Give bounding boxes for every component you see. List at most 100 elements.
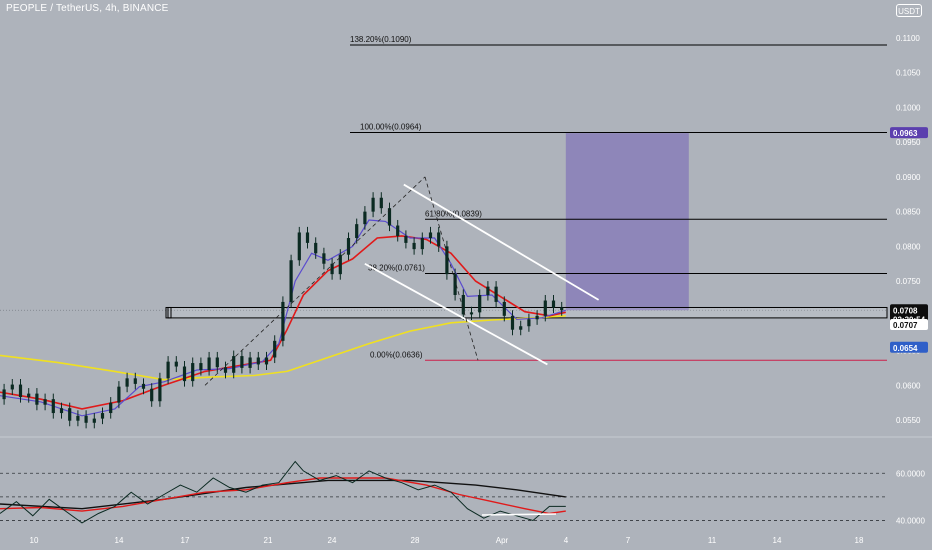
candle-body [322, 253, 326, 264]
oscillator-tick-label: 40.0000 [896, 517, 925, 526]
candle-body [174, 361, 178, 367]
candle-body [502, 301, 506, 316]
target-zone [565, 133, 689, 311]
date-tick-label: 18 [855, 536, 864, 545]
fib-level-label: 100.00%(0.0964) [360, 122, 422, 131]
date-tick-label: 14 [773, 536, 782, 545]
candle-body [371, 197, 375, 212]
candle-body [338, 254, 342, 275]
candle-body [404, 235, 408, 243]
time-axis: 10 14 17 21 24 28 Apr 4 7 11 14 18 [30, 536, 864, 545]
candle-body [494, 286, 498, 302]
price-tick-label: 0.0600 [896, 381, 921, 390]
candle-body [141, 383, 146, 389]
support-band-handle [165, 306, 172, 319]
candle-body [560, 307, 564, 311]
candle-body [527, 319, 531, 327]
candle-body [35, 393, 39, 405]
price-tick-label: 0.0900 [896, 173, 921, 182]
candle-body [346, 238, 351, 255]
candle-body [510, 315, 515, 330]
candle-body [420, 238, 424, 250]
candle-body [232, 356, 236, 373]
candle-body [215, 357, 219, 368]
candle-body [59, 408, 64, 414]
candle-body [469, 312, 474, 315]
date-tick-label: 24 [328, 536, 337, 545]
candle-body [125, 378, 129, 387]
price-tick-label: 0.1050 [896, 69, 921, 78]
candle-body [461, 294, 465, 315]
candle-body [264, 357, 269, 365]
candle-body [281, 301, 285, 341]
candle-body [256, 357, 260, 365]
candle-body [133, 378, 137, 384]
date-tick-label: 21 [264, 536, 273, 545]
candle-body [412, 242, 416, 250]
stop-price-tag-bg [890, 341, 928, 353]
candle-body [191, 363, 195, 382]
ema-slow-line [0, 315, 566, 381]
date-tick-label: 11 [708, 536, 717, 545]
date-tick-label: 17 [181, 536, 190, 545]
target-price-tag-bg [890, 127, 928, 139]
moving-averages [0, 219, 566, 417]
candle-body [158, 378, 162, 402]
drawings [204, 176, 600, 386]
oscillator-signal-line [0, 477, 566, 515]
channel-upper-line [403, 183, 600, 301]
oscillator-line [0, 460, 566, 524]
last-price-tag-label: 0.0708 [893, 306, 918, 315]
candle-body [207, 357, 211, 370]
price-axis: 0.1100 0.1050 0.1000 0.0950 0.0900 0.0850 0.08… [890, 34, 928, 526]
support-price-tag-label: 0.0707 [893, 321, 918, 330]
fib-level-label: 138.20%(0.1090) [350, 35, 412, 44]
candle-body [437, 232, 441, 247]
grid [0, 309, 932, 521]
candle-body [387, 208, 392, 226]
candle-body [273, 340, 277, 358]
target-price-tag-label: 0.0963 [893, 129, 918, 138]
oscillator-slow-line [0, 479, 566, 510]
stop-price-tag-label: 0.0654 [893, 344, 918, 353]
candle-body [2, 389, 6, 400]
price-tick-label: 0.0550 [896, 416, 921, 425]
ema-mid-line [0, 235, 566, 410]
candle-body [297, 232, 301, 261]
candle-body [84, 415, 88, 423]
date-tick-label: 14 [115, 536, 124, 545]
price-tick-label: 0.1000 [896, 103, 921, 112]
price-series [2, 192, 564, 429]
candle-body [355, 224, 359, 239]
candle-body [117, 386, 121, 403]
candle-body [314, 242, 318, 254]
candle-body [10, 384, 14, 390]
candle-body [68, 408, 72, 421]
currency-selector[interactable]: USDT [896, 4, 922, 17]
oscillator-tick-label: 60.0000 [896, 469, 925, 478]
date-tick-label: 10 [30, 536, 39, 545]
candle-body [363, 211, 367, 225]
date-tick-label: Apr [496, 536, 509, 545]
candle-body [109, 402, 113, 414]
fib-level-label: 38.20%(0.0761) [368, 263, 425, 272]
candle-body [289, 260, 293, 302]
candle-body [100, 413, 105, 419]
candle-body [535, 315, 539, 320]
candle-body [182, 366, 187, 382]
candle-body [248, 357, 252, 368]
candle-body [240, 356, 244, 368]
fib-trend-line [204, 176, 426, 386]
candle-body [27, 393, 31, 398]
candle-body [150, 388, 154, 402]
candle-body [453, 274, 457, 295]
candle-body [305, 232, 310, 243]
divergence-line [481, 513, 557, 516]
support-price-tag-bg [890, 318, 928, 330]
candle-body [379, 197, 383, 209]
candle-body [519, 326, 523, 330]
price-tick-label: 0.0950 [896, 138, 921, 147]
candle-body [92, 418, 96, 423]
